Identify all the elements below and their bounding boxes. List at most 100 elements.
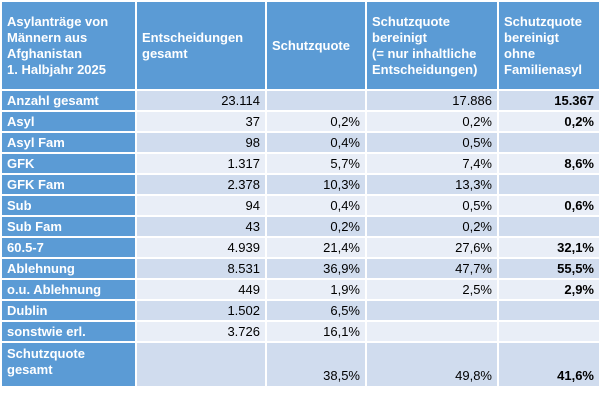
cell-decisions: 98: [135, 131, 267, 154]
table-row: Anzahl gesamt 23.114 17.886 15.367: [0, 89, 599, 112]
cell-rate-adjusted: [365, 299, 499, 322]
cell-decisions: [135, 341, 267, 388]
cell-decisions: 23.114: [135, 89, 267, 112]
table-row: GFK 1.317 5,7% 7,4% 8,6%: [0, 152, 599, 175]
corner-title-line: Asylanträge von: [7, 13, 109, 29]
corner-title-line: Männern aus: [7, 29, 88, 45]
cell-decisions: 1.317: [135, 152, 267, 175]
row-label: Dublin: [0, 299, 137, 322]
row-label: GFK Fam: [0, 173, 137, 196]
cell-decisions: 4.939: [135, 236, 267, 259]
cell-rate: 5,7%: [265, 152, 367, 175]
cell-rate-no-family: 32,1%: [497, 236, 599, 259]
column-header-line: Entscheidungen): [372, 61, 478, 77]
column-header-protection-rate: Schutzquote: [265, 0, 367, 91]
cell-rate-adjusted: 0,5%: [365, 194, 499, 217]
cell-rate-no-family: [497, 320, 599, 343]
row-label: 60.5-7: [0, 236, 137, 259]
column-header-line: Familienasyl: [504, 61, 583, 77]
table-row: Asyl 37 0,2% 0,2% 0,2%: [0, 110, 599, 133]
row-label: GFK: [0, 152, 137, 175]
cell-rate-no-family: 8,6%: [497, 152, 599, 175]
table-row: sonstwie erl. 3.726 16,1%: [0, 320, 599, 343]
column-header-line: bereinigt: [504, 29, 559, 45]
column-header-line: (= nur inhaltliche: [372, 45, 477, 61]
row-label: Asyl: [0, 110, 137, 133]
cell-rate: 0,4%: [265, 194, 367, 217]
cell-rate-no-family: [497, 173, 599, 196]
cell-rate-no-family: [497, 215, 599, 238]
cell-decisions: 1.502: [135, 299, 267, 322]
column-header-decisions-total: Entscheidungen gesamt: [135, 0, 267, 91]
cell-rate: 0,2%: [265, 215, 367, 238]
row-label-line: gesamt: [7, 362, 53, 377]
table-header-row: Asylanträge von Männern aus Afghanistan …: [0, 0, 599, 91]
cell-rate: 21,4%: [265, 236, 367, 259]
cell-rate-no-family: 41,6%: [497, 341, 599, 388]
table-row-total: Schutzquote gesamt 38,5% 49,8% 41,6%: [0, 341, 599, 388]
column-header-line: Schutzquote: [504, 13, 582, 29]
cell-rate-adjusted: 7,4%: [365, 152, 499, 175]
cell-rate: 36,9%: [265, 257, 367, 280]
cell-decisions: 43: [135, 215, 267, 238]
row-label: Asyl Fam: [0, 131, 137, 154]
cell-rate-adjusted: 0,5%: [365, 131, 499, 154]
cell-rate-adjusted: 49,8%: [365, 341, 499, 388]
cell-rate-no-family: [497, 131, 599, 154]
row-label-line: Schutzquote: [7, 346, 85, 361]
table-row: Sub 94 0,4% 0,5% 0,6%: [0, 194, 599, 217]
row-label: Ablehnung: [0, 257, 137, 280]
row-label: Sub Fam: [0, 215, 137, 238]
cell-rate: 10,3%: [265, 173, 367, 196]
cell-rate-adjusted: 47,7%: [365, 257, 499, 280]
table-corner-title: Asylanträge von Männern aus Afghanistan …: [0, 0, 137, 91]
cell-rate-no-family: 0,2%: [497, 110, 599, 133]
table-row: Dublin 1.502 6,5%: [0, 299, 599, 322]
table-row: Ablehnung 8.531 36,9% 47,7% 55,5%: [0, 257, 599, 280]
corner-title-line: 1. Halbjahr 2025: [7, 61, 106, 77]
row-label: Anzahl gesamt: [0, 89, 137, 112]
column-header-line: Schutzquote: [272, 37, 350, 53]
cell-rate: 1,9%: [265, 278, 367, 301]
cell-rate-adjusted: 0,2%: [365, 110, 499, 133]
cell-rate-adjusted: 27,6%: [365, 236, 499, 259]
cell-rate-no-family: [497, 299, 599, 322]
column-header-line: bereinigt: [372, 29, 427, 45]
corner-title-line: Afghanistan: [7, 45, 83, 61]
cell-rate-no-family: 0,6%: [497, 194, 599, 217]
table-row: 60.5-7 4.939 21,4% 27,6% 32,1%: [0, 236, 599, 259]
row-label: sonstwie erl.: [0, 320, 137, 343]
column-header-line: ohne: [504, 45, 536, 61]
cell-rate-no-family: 2,9%: [497, 278, 599, 301]
cell-rate: 16,1%: [265, 320, 367, 343]
cell-rate-adjusted: 2,5%: [365, 278, 499, 301]
cell-decisions: 449: [135, 278, 267, 301]
column-header-line: Entscheidungen: [142, 29, 244, 45]
cell-rate-adjusted: [365, 320, 499, 343]
cell-decisions: 94: [135, 194, 267, 217]
cell-decisions: 37: [135, 110, 267, 133]
cell-rate: 6,5%: [265, 299, 367, 322]
cell-rate: 0,2%: [265, 110, 367, 133]
cell-decisions: 2.378: [135, 173, 267, 196]
cell-rate: 0,4%: [265, 131, 367, 154]
column-header-protection-rate-adjusted: Schutzquote bereinigt (= nur inhaltliche…: [365, 0, 499, 91]
column-header-line: Schutzquote: [372, 13, 450, 29]
cell-rate: [265, 89, 367, 112]
row-label: Schutzquote gesamt: [0, 341, 137, 388]
cell-rate-adjusted: 17.886: [365, 89, 499, 112]
cell-rate-no-family: 15.367: [497, 89, 599, 112]
table-row: Asyl Fam 98 0,4% 0,5%: [0, 131, 599, 154]
column-header-line: gesamt: [142, 45, 188, 61]
row-label: Sub: [0, 194, 137, 217]
asylum-statistics-table: Asylanträge von Männern aus Afghanistan …: [0, 0, 599, 388]
table-row: Sub Fam 43 0,2% 0,2%: [0, 215, 599, 238]
column-header-protection-rate-no-family: Schutzquote bereinigt ohne Familienasyl: [497, 0, 599, 91]
row-label: o.u. Ablehnung: [0, 278, 137, 301]
cell-decisions: 3.726: [135, 320, 267, 343]
cell-rate: 38,5%: [265, 341, 367, 388]
cell-rate-adjusted: 0,2%: [365, 215, 499, 238]
cell-rate-adjusted: 13,3%: [365, 173, 499, 196]
table-row: o.u. Ablehnung 449 1,9% 2,5% 2,9%: [0, 278, 599, 301]
cell-decisions: 8.531: [135, 257, 267, 280]
